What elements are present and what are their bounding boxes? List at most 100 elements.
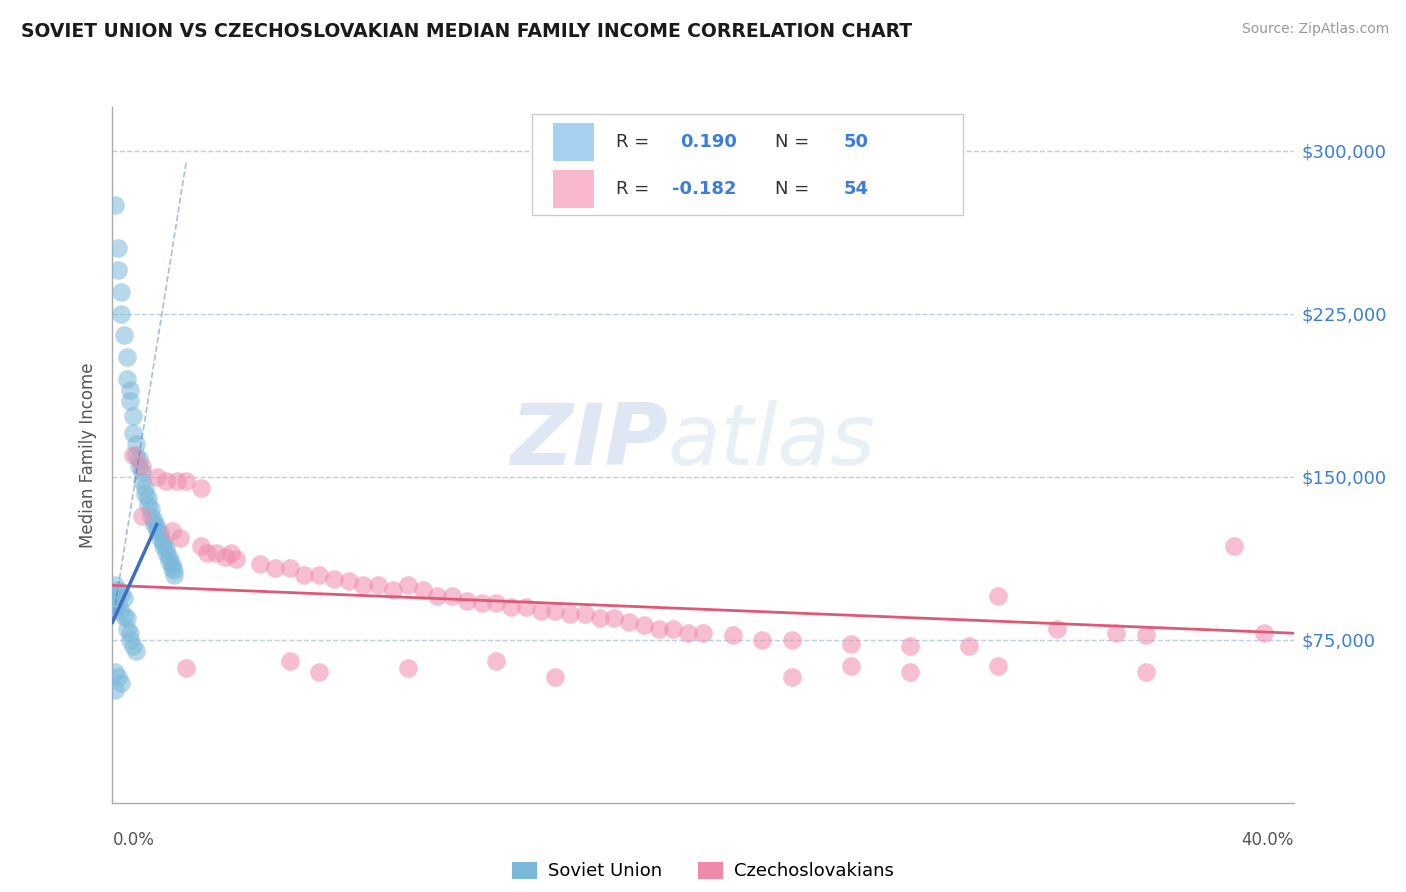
Point [619, 615, 641, 630]
Point [308, 665, 330, 680]
Point [163, 563, 186, 577]
Point [1105, 626, 1128, 640]
Point [898, 639, 921, 653]
Point [501, 600, 523, 615]
Point [120, 632, 142, 647]
Point [146, 524, 169, 538]
Point [110, 676, 132, 690]
Text: 50: 50 [844, 133, 869, 152]
Point [249, 557, 271, 571]
Point [122, 639, 145, 653]
Point [107, 241, 129, 255]
Point [441, 589, 464, 603]
Point [125, 437, 148, 451]
Point [117, 372, 138, 386]
Point [134, 487, 156, 501]
Point [107, 670, 129, 684]
Point [104, 682, 127, 697]
Point [1223, 539, 1246, 553]
Text: 54: 54 [844, 179, 869, 198]
Point [174, 474, 197, 488]
Point [721, 628, 744, 642]
Point [898, 665, 921, 680]
Point [214, 550, 236, 565]
Text: -0.182: -0.182 [672, 179, 737, 198]
Point [131, 458, 153, 473]
Point [839, 658, 862, 673]
Point [136, 491, 159, 506]
Point [692, 626, 714, 640]
Point [112, 328, 135, 343]
Point [588, 611, 610, 625]
Point [219, 546, 242, 560]
Point [122, 409, 145, 423]
Text: R =: R = [616, 179, 655, 198]
Point [160, 557, 183, 571]
Bar [553, 169, 595, 208]
Point [603, 611, 626, 625]
Point [456, 593, 478, 607]
Point [308, 567, 330, 582]
Point [662, 622, 685, 636]
Point [352, 578, 374, 592]
Point [117, 622, 138, 636]
Y-axis label: Median Family Income: Median Family Income [79, 362, 97, 548]
Point [104, 589, 127, 603]
Point [136, 498, 159, 512]
Point [155, 474, 177, 488]
Point [647, 622, 671, 636]
Point [107, 596, 129, 610]
Point [107, 263, 129, 277]
Point [107, 582, 129, 597]
Point [122, 426, 145, 441]
Point [163, 567, 186, 582]
Point [1135, 628, 1157, 642]
Point [104, 665, 127, 680]
Point [134, 481, 156, 495]
Point [112, 608, 135, 623]
Text: R =: R = [616, 133, 655, 152]
Point [278, 561, 301, 575]
Point [190, 539, 212, 553]
Point [166, 474, 188, 488]
Point [104, 600, 127, 615]
Point [149, 526, 172, 541]
FancyBboxPatch shape [531, 114, 963, 215]
Point [131, 466, 153, 480]
Point [367, 578, 389, 592]
Point [780, 632, 803, 647]
Point [157, 554, 180, 568]
Point [110, 285, 132, 299]
Point [337, 574, 360, 588]
Point [104, 198, 127, 212]
Point [190, 481, 212, 495]
Point [544, 605, 567, 619]
Point [117, 611, 138, 625]
Point [146, 519, 169, 533]
Point [1046, 622, 1069, 636]
Point [142, 513, 165, 527]
Point [149, 531, 172, 545]
Text: 0.190: 0.190 [681, 133, 737, 152]
Point [157, 550, 180, 565]
Point [152, 535, 174, 549]
Point [139, 502, 162, 516]
Point [155, 541, 177, 556]
Point [205, 546, 228, 560]
Point [160, 561, 183, 575]
Point [485, 655, 508, 669]
Point [323, 572, 346, 586]
Point [131, 474, 153, 488]
Point [120, 626, 142, 640]
Point [780, 670, 803, 684]
Point [155, 546, 177, 560]
Point [125, 643, 148, 657]
Text: 40.0%: 40.0% [1241, 830, 1294, 848]
Point [169, 531, 191, 545]
Point [125, 448, 148, 462]
Point [1135, 665, 1157, 680]
Text: atlas: atlas [668, 400, 876, 483]
Point [574, 607, 596, 621]
Point [839, 637, 862, 651]
Point [957, 639, 980, 653]
